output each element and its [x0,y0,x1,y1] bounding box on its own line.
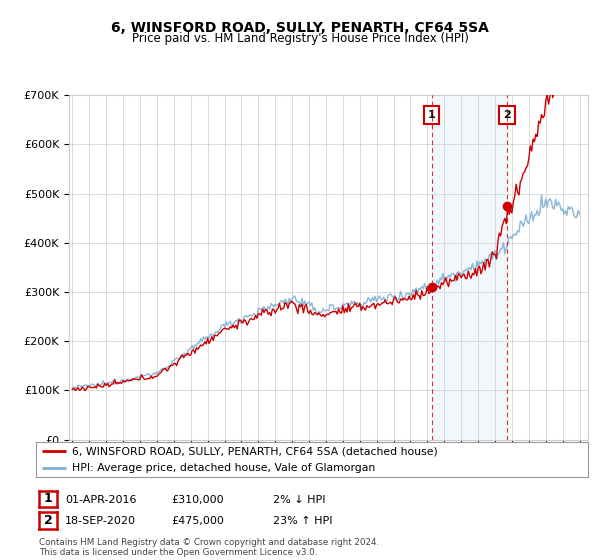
Text: £310,000: £310,000 [171,494,224,505]
Bar [431,95,507,440]
Text: 6, WINSFORD ROAD, SULLY, PENARTH, CF64 5SA (detached house): 6, WINSFORD ROAD, SULLY, PENARTH, CF64 5… [72,446,437,456]
Text: 2% ↓ HPI: 2% ↓ HPI [273,494,325,505]
Text: 18-SEP-2020: 18-SEP-2020 [65,516,136,526]
Text: HPI: Average price, detached house, Vale of Glamorgan: HPI: Average price, detached house, Vale… [72,464,375,473]
Text: 23% ↑ HPI: 23% ↑ HPI [273,516,332,526]
Text: 01-APR-2016: 01-APR-2016 [65,494,136,505]
Text: £475,000: £475,000 [171,516,224,526]
Text: 2: 2 [44,514,52,527]
Text: 1: 1 [428,110,436,120]
Text: Price paid vs. HM Land Registry's House Price Index (HPI): Price paid vs. HM Land Registry's House … [131,32,469,45]
Text: 2: 2 [503,110,511,120]
Text: 6, WINSFORD ROAD, SULLY, PENARTH, CF64 5SA: 6, WINSFORD ROAD, SULLY, PENARTH, CF64 5… [111,21,489,35]
Text: Contains HM Land Registry data © Crown copyright and database right 2024.
This d: Contains HM Land Registry data © Crown c… [39,538,379,557]
Text: 1: 1 [44,492,52,506]
